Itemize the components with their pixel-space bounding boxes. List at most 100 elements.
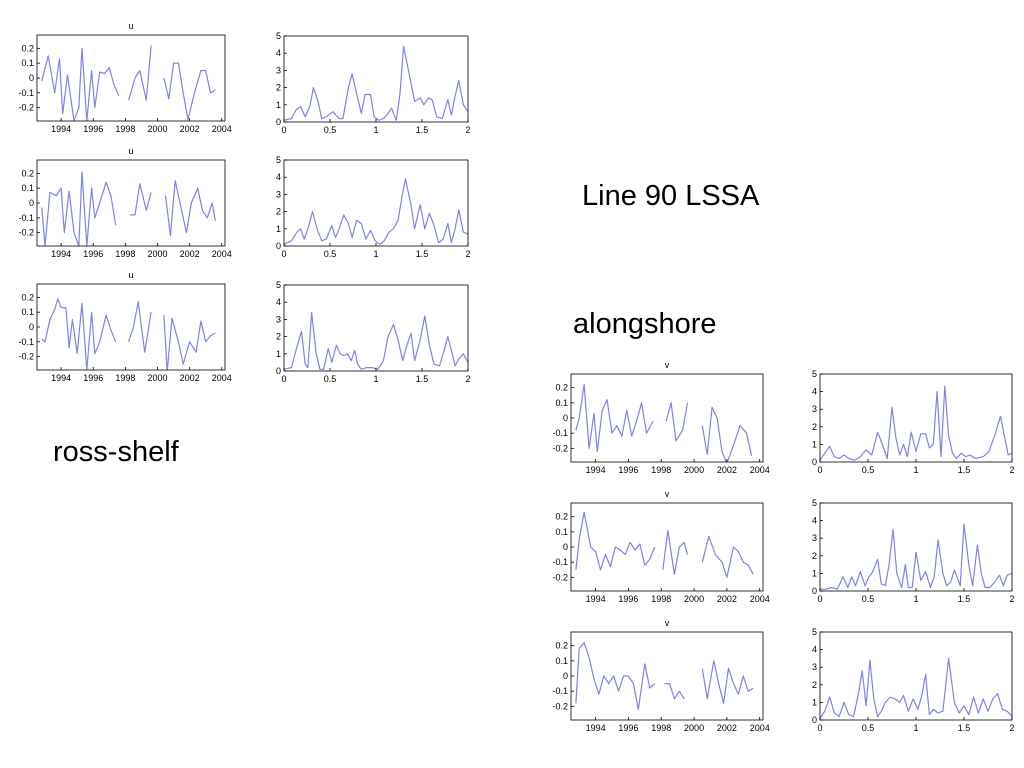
series-line-segment-1 <box>41 47 120 121</box>
panel-title: v <box>665 360 670 370</box>
y-tick-label: 1 <box>276 349 281 359</box>
y-tick-label: 0 <box>812 457 817 467</box>
y-tick-label: 4 <box>276 172 281 182</box>
x-tick-label: 2002 <box>180 249 200 259</box>
x-tick-label: 2000 <box>147 373 167 383</box>
y-tick-label: 5 <box>812 627 817 637</box>
y-tick-label: 0 <box>29 198 34 208</box>
x-tick-label: 0 <box>281 374 286 384</box>
x-tick-label: 1994 <box>586 594 606 604</box>
series-line-segment-1 <box>820 523 1012 590</box>
y-tick-label: 1 <box>812 439 817 449</box>
chart-panel-5: 1994 1996 1998 2000 2002 2004 0.2 0.1 0 -0.1 -0.2 u <box>18 270 231 383</box>
x-tick-label: 2004 <box>750 723 770 733</box>
x-tick-label: 1998 <box>115 373 135 383</box>
y-tick-label: 3 <box>276 189 281 199</box>
y-tick-label: 0.1 <box>21 58 34 68</box>
chart-panel-4: 0 0.5 1 1.5 2 0 1 2 3 4 5 <box>276 155 471 259</box>
y-tick-label: 2 <box>276 207 281 217</box>
x-tick-label: 2002 <box>717 465 737 475</box>
y-tick-label: -0.2 <box>552 701 568 711</box>
y-tick-label: 2 <box>812 680 817 690</box>
y-tick-label: 4 <box>812 645 817 655</box>
plot-frame <box>36 283 226 371</box>
y-tick-label: 0.2 <box>21 43 34 53</box>
panel-title: u <box>128 146 133 156</box>
x-tick-label: 1998 <box>115 124 135 134</box>
x-tick-label: 2 <box>465 374 470 384</box>
x-tick-label: 2002 <box>180 373 200 383</box>
x-tick-label: 0.5 <box>324 374 337 384</box>
x-tick-label: 0 <box>817 465 822 475</box>
series-line-segment-3 <box>164 180 216 237</box>
panel-title: u <box>128 270 133 280</box>
y-tick-label: -0.2 <box>18 352 34 362</box>
y-tick-label: -0.2 <box>18 228 34 238</box>
series-line-segment-2 <box>128 45 152 101</box>
x-tick-label: 0.5 <box>324 125 337 135</box>
y-tick-label: 1 <box>276 224 281 234</box>
y-tick-label: 0 <box>563 413 568 423</box>
chart-panel-7: 1994 1996 1998 2000 2002 2004 0.2 0.1 0 -0.1 -0.2 v <box>552 360 769 475</box>
series-line-segment-2 <box>665 402 689 442</box>
x-tick-label: 1.5 <box>958 465 971 475</box>
y-tick-label: 5 <box>276 31 281 41</box>
series-line-segment-1 <box>284 45 468 121</box>
x-tick-label: 1996 <box>83 373 103 383</box>
x-tick-label: 2002 <box>717 723 737 733</box>
panel-title: u <box>128 21 133 31</box>
plot-frame <box>283 284 469 372</box>
series-line-segment-2 <box>130 183 152 216</box>
panel-title: v <box>665 618 670 628</box>
x-tick-label: 0.5 <box>862 594 875 604</box>
y-tick-label: 3 <box>812 404 817 414</box>
y-tick-label: -0.1 <box>18 337 34 347</box>
y-tick-label: -0.2 <box>552 572 568 582</box>
y-tick-label: 4 <box>276 297 281 307</box>
series-line-segment-2 <box>664 682 685 700</box>
series-line-segment-3 <box>163 315 216 370</box>
y-tick-label: 0 <box>276 366 281 376</box>
y-tick-label: -0.1 <box>552 557 568 567</box>
region-label: ross-shelf <box>53 436 179 468</box>
y-tick-label: 1 <box>812 568 817 578</box>
series-line-segment-1 <box>575 641 656 711</box>
x-tick-label: 1 <box>373 249 378 259</box>
y-tick-label: 0 <box>563 671 568 681</box>
y-tick-label: 0.2 <box>21 168 34 178</box>
y-tick-label: 3 <box>276 65 281 75</box>
x-tick-label: 1994 <box>51 124 71 134</box>
y-tick-label: 0 <box>276 241 281 251</box>
plot-frame <box>36 34 226 122</box>
series-line-segment-1 <box>41 171 117 246</box>
x-tick-label: 1996 <box>83 124 103 134</box>
y-tick-label: 0.1 <box>555 398 568 408</box>
chart-panel-10: 0 0.5 1 1.5 2 0 1 2 3 4 5 <box>812 498 1015 604</box>
plot-frame <box>283 159 469 247</box>
y-tick-label: 0.2 <box>555 512 568 522</box>
x-tick-label: 0 <box>281 125 286 135</box>
x-tick-label: 1996 <box>618 723 638 733</box>
series-line-segment-1 <box>575 511 656 571</box>
chart-panel-2: 0 0.5 1 1.5 2 0 1 2 3 4 5 <box>276 31 471 135</box>
x-tick-label: 2 <box>465 249 470 259</box>
y-tick-label: 5 <box>276 155 281 165</box>
y-tick-label: 0.2 <box>555 383 568 393</box>
y-tick-label: 0 <box>29 73 34 83</box>
x-tick-label: 0 <box>281 249 286 259</box>
y-tick-label: 3 <box>276 314 281 324</box>
x-tick-label: 2002 <box>717 594 737 604</box>
x-tick-label: 1.5 <box>416 125 429 135</box>
y-tick-label: 2 <box>812 551 817 561</box>
y-tick-label: 5 <box>812 498 817 508</box>
plot-frame <box>819 502 1013 592</box>
series-line-segment-1 <box>575 384 654 452</box>
y-tick-label: 1 <box>812 697 817 707</box>
plot-frame <box>283 35 469 123</box>
x-tick-label: 1.5 <box>416 249 429 259</box>
x-tick-label: 0.5 <box>862 465 875 475</box>
x-tick-label: 1994 <box>51 373 71 383</box>
y-tick-label: 0.1 <box>555 527 568 537</box>
x-tick-label: 2002 <box>180 124 200 134</box>
